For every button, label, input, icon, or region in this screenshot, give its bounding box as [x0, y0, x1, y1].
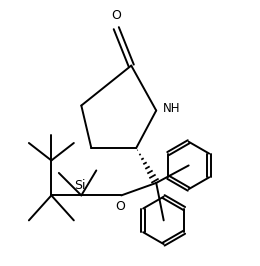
Text: NH: NH	[162, 102, 180, 115]
Text: O: O	[115, 200, 125, 213]
Text: Si: Si	[74, 179, 86, 192]
Text: O: O	[111, 9, 121, 22]
